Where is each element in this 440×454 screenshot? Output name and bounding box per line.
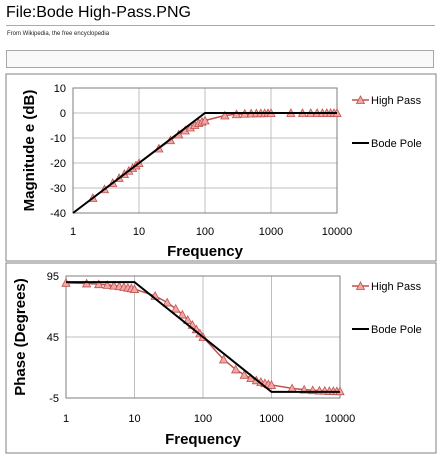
x-axis-label: Frequency	[167, 243, 244, 260]
x-tick-label: 100	[194, 413, 212, 425]
high-pass-point	[218, 354, 229, 364]
y-tick-label: 45	[47, 332, 59, 344]
high-pass-point	[129, 284, 140, 293]
high-pass-point	[81, 278, 92, 288]
y-tick-label: -20	[50, 158, 66, 170]
x-tick-label: 10000	[325, 413, 356, 425]
high-pass-point	[177, 309, 188, 319]
x-tick-label: 10000	[322, 226, 353, 238]
high-pass-point	[162, 297, 172, 307]
magnitude-chart: 1 10 100 1000 10000100-10-20-30-40FrequencyM…	[5, 73, 437, 262]
high-pass-point	[220, 110, 230, 120]
legend-marker-high-pass	[355, 95, 366, 104]
y-axis-label: Magnitude e (dB)	[21, 90, 38, 212]
y-axis-label: Phase (Degrees)	[12, 278, 29, 396]
legend-label-high-pass: High Pass	[371, 281, 422, 293]
high-pass-point	[183, 315, 193, 324]
x-tick-label: 1	[63, 413, 69, 425]
high-pass-point	[94, 279, 104, 289]
title-divider	[6, 25, 435, 26]
y-tick-label: -5	[49, 393, 59, 405]
x-tick-label: 1	[70, 226, 76, 238]
high-pass-point	[239, 369, 249, 379]
y-tick-label: -40	[50, 208, 66, 220]
chart-panel-border	[5, 262, 437, 454]
legend-marker-high-pass	[355, 281, 366, 290]
legend-label-high-pass: High Pass	[371, 95, 422, 107]
x-tick-label: 100	[196, 226, 214, 238]
bode-pole-series-line	[72, 112, 337, 214]
page-title: File:Bode High-Pass.PNG	[6, 4, 191, 21]
high-pass-point	[102, 280, 112, 289]
plot-area-frame	[65, 275, 341, 399]
bode-pole-series-line	[66, 281, 340, 393]
y-tick-label: 10	[54, 83, 66, 95]
site-tagline: From Wikipedia, the free encyclopedia	[7, 31, 110, 37]
y-tick-label: 0	[60, 108, 66, 120]
high-pass-point	[231, 364, 241, 374]
legend-label-bode-pole: Bode Pole	[371, 138, 422, 150]
high-pass-point	[200, 115, 210, 125]
x-tick-label: 1000	[259, 226, 283, 238]
y-tick-label: -10	[50, 133, 66, 145]
y-tick-label: -30	[50, 183, 66, 195]
chart-panel-border	[5, 73, 437, 262]
y-tick-label: 95	[47, 271, 59, 283]
x-tick-label: 10	[128, 413, 140, 425]
file-toolbar-box	[6, 50, 434, 68]
high-pass-point	[109, 280, 119, 290]
x-tick-label: 10	[133, 226, 145, 238]
x-axis-label: Frequency	[165, 431, 242, 448]
x-tick-label: 1000	[259, 413, 283, 425]
plot-area-frame	[72, 87, 338, 214]
high-pass-point	[266, 380, 277, 389]
legend-label-bode-pole: Bode Pole	[371, 324, 422, 336]
phase-chart: 1 10 100 1000 10000 95 45 -5 Frequency Phase (Deg…	[5, 262, 437, 454]
high-pass-point	[171, 303, 181, 313]
